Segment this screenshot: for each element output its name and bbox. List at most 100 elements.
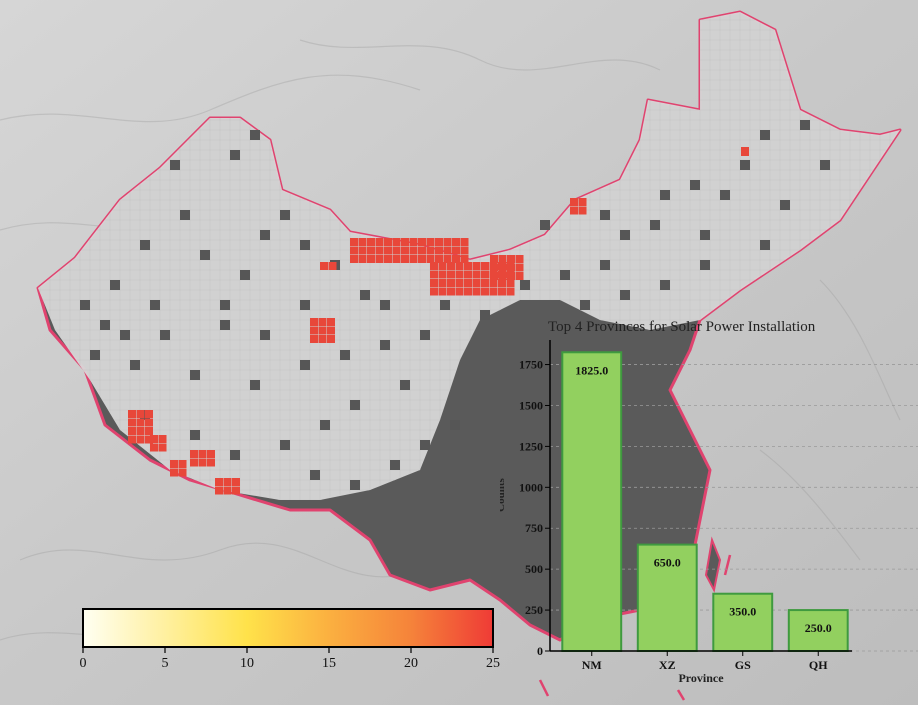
hot-cell	[223, 478, 232, 486]
dark-cell	[300, 240, 310, 250]
hot-cell	[435, 238, 443, 246]
hot-cell	[741, 147, 749, 156]
dark-cell	[90, 350, 100, 360]
hot-cell	[490, 263, 498, 272]
hot-cell	[409, 255, 418, 263]
hot-cell	[327, 335, 335, 343]
hot-cell	[578, 198, 587, 206]
dark-cell	[200, 250, 210, 260]
colorbar-tick-label: 25	[486, 656, 500, 671]
dark-cell	[520, 280, 530, 290]
chart-title: Top 4 Provinces for Solar Power Installa…	[548, 319, 816, 335]
dark-cell	[280, 440, 290, 450]
hot-cell	[198, 450, 207, 458]
hot-cell	[435, 246, 443, 255]
hot-cell	[481, 270, 489, 279]
dark-cell	[820, 160, 830, 170]
hot-cell	[178, 460, 187, 468]
dark-cell	[440, 300, 450, 310]
terrain-shading	[0, 39, 901, 641]
chart-bars: 1825.0 650.0 350.0 250.0	[561, 351, 849, 653]
hot-cell	[136, 427, 145, 435]
y-axis-label: Counts	[500, 477, 507, 511]
hot-cell	[367, 255, 375, 263]
hot-cell	[498, 272, 507, 280]
hot-cell	[570, 198, 578, 206]
hot-cell	[447, 287, 455, 296]
bar-nm	[561, 351, 623, 653]
hot-cell	[310, 335, 318, 343]
hot-cell	[464, 279, 472, 287]
hot-cell	[375, 238, 384, 246]
hot-cell	[455, 270, 464, 279]
hot-cell	[409, 246, 418, 255]
hot-cell	[358, 255, 367, 263]
hot-cell	[430, 270, 438, 279]
hot-cell	[350, 255, 358, 263]
hot-cell	[150, 443, 158, 452]
dark-cell	[140, 240, 150, 250]
dark-cell	[220, 300, 230, 310]
hot-cell	[481, 279, 489, 287]
dark-cell	[180, 210, 190, 220]
hot-cell	[392, 255, 401, 263]
dark-cell	[420, 440, 430, 450]
hot-cell	[438, 270, 447, 279]
hot-cell	[136, 418, 145, 427]
dark-cell	[650, 220, 660, 230]
hot-cell	[426, 246, 435, 255]
hot-cell	[489, 287, 498, 296]
dark-cell	[760, 240, 770, 250]
dark-cell	[620, 230, 630, 240]
dark-cell	[300, 300, 310, 310]
hot-cell	[320, 262, 328, 270]
y-tick-label: 750	[525, 521, 543, 535]
hot-cell	[384, 255, 392, 263]
dark-cell	[160, 330, 170, 340]
coast-dash	[676, 689, 686, 701]
dark-cell	[280, 210, 290, 220]
hot-cell	[401, 246, 409, 255]
dark-cell	[110, 280, 120, 290]
dark-cell	[600, 260, 610, 270]
hot-cell	[418, 246, 426, 255]
dark-cell	[350, 480, 360, 490]
hot-cell	[490, 255, 498, 263]
island-outline	[704, 536, 722, 593]
dark-cell	[780, 200, 790, 210]
y-tick-label: 500	[525, 562, 543, 576]
hot-cell	[128, 418, 136, 427]
hot-cell	[472, 270, 481, 279]
hot-cell	[464, 287, 472, 296]
hot-cell	[145, 410, 153, 418]
hot-cell	[223, 486, 232, 495]
hot-cell	[430, 287, 438, 296]
hot-cell	[318, 335, 327, 343]
hot-cell	[438, 262, 447, 270]
bar-value-label: 350.0	[729, 605, 756, 619]
hot-cell	[350, 238, 358, 246]
dark-cell	[250, 380, 260, 390]
hot-cell	[506, 279, 515, 287]
dark-cell	[120, 330, 130, 340]
x-axis-label: Province	[678, 671, 724, 685]
dark-cell	[720, 190, 730, 200]
y-tick-label: 250	[525, 603, 543, 617]
hot-cell	[506, 287, 515, 296]
dark-cell	[350, 400, 360, 410]
hot-cell	[443, 238, 452, 246]
hot-cell	[460, 246, 469, 255]
hot-cell	[498, 263, 507, 272]
hot-cell	[375, 255, 384, 263]
hot-cell	[515, 255, 524, 263]
hot-cell	[128, 427, 136, 435]
dark-cell	[540, 220, 550, 230]
dark-cell	[420, 330, 430, 340]
hot-cell	[438, 279, 447, 287]
hot-cell	[145, 418, 153, 427]
dark-cell	[320, 420, 330, 430]
hot-cell	[310, 318, 318, 326]
hot-cell	[455, 262, 464, 270]
hot-cell	[358, 238, 367, 246]
